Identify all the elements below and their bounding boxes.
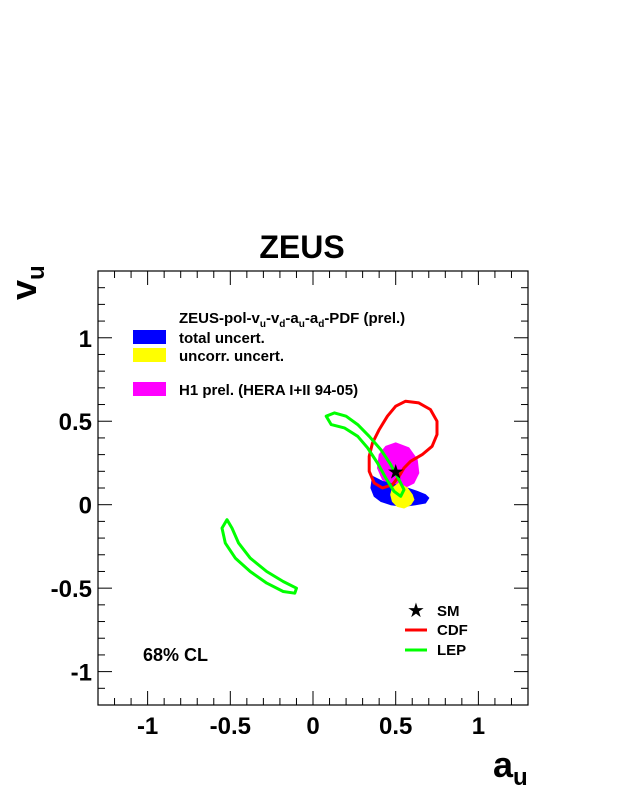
x-axis-label: au — [493, 744, 528, 791]
y-tick-label: -0.5 — [51, 576, 92, 603]
x-tick-label: 0 — [306, 713, 319, 740]
axis-ticks — [97, 270, 529, 705]
legend-label-h1-prel: H1 prel. (HERA I+II 94-05) — [179, 382, 358, 399]
tick-labels: -1 -0.5 0 0.5 1 -1 -0.5 0 0.5 1 — [51, 326, 485, 740]
x-tick-label: -1 — [137, 713, 158, 740]
y-tick-label: 1 — [79, 326, 92, 353]
sm-marker-group: ★ — [387, 461, 405, 483]
legend-top: ZEUS-pol-vu-vd-au-ad-PDF (prel.) total u… — [133, 310, 405, 399]
legend-bottom: ★ SM CDF LEP — [405, 600, 468, 659]
x-tick-label: -0.5 — [210, 713, 251, 740]
legend-heading: ZEUS-pol-vu-vd-au-ad-PDF (prel.) — [179, 310, 405, 330]
series-lep-5 — [220, 518, 298, 595]
chart-title: ZEUS — [259, 229, 344, 265]
legend-label-total-uncert: total uncert. — [179, 330, 265, 347]
y-tick-label: -1 — [71, 660, 92, 687]
legend-label-sm: SM — [437, 603, 460, 620]
legend-swatch-uncorr-uncert — [133, 348, 166, 362]
confidence-level-annotation: 68% CL — [143, 645, 208, 665]
x-tick-label: 1 — [472, 713, 485, 740]
legend-label-lep: LEP — [437, 642, 466, 659]
sm-star-icon: ★ — [387, 461, 405, 483]
x-tick-label: 0.5 — [379, 713, 412, 740]
y-tick-label: 0 — [79, 493, 92, 520]
contour-lines — [220, 399, 439, 595]
series-cdf-3 — [367, 399, 439, 490]
legend-sm-star-icon: ★ — [407, 600, 425, 622]
legend-label-uncorr-uncert: uncorr. uncert. — [179, 348, 284, 365]
legend-swatch-total-uncert — [133, 330, 166, 344]
series-lep-4 — [324, 411, 406, 498]
y-tick-label: 0.5 — [59, 409, 92, 436]
legend-swatch-h1-prel — [133, 382, 166, 396]
y-axis-label: vu — [3, 265, 50, 300]
legend-label-cdf: CDF — [437, 622, 468, 639]
